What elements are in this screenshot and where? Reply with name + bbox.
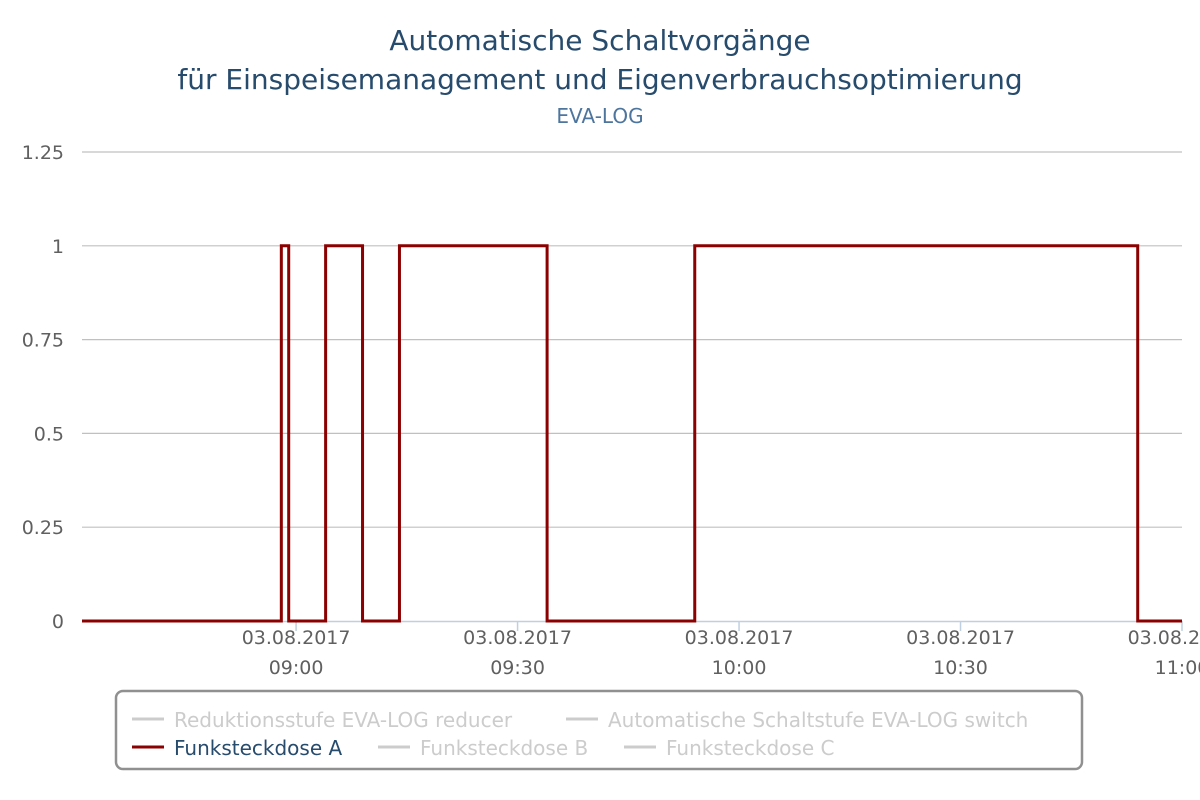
- legend-label: Automatische Schaltstufe EVA-LOG switch: [608, 708, 1028, 732]
- x-axis: 03.08.2017 09:00 03.08.2017 09:30 03.08.2017…: [82, 620, 1200, 679]
- legend-item-funksteckdose-a[interactable]: Funksteckdose A: [132, 736, 343, 760]
- legend-box: [114, 689, 1084, 771]
- x-tick-time: 09:00: [269, 657, 324, 679]
- y-tick-label: 0.75: [22, 330, 64, 352]
- y-tick-label: 1: [52, 236, 64, 258]
- legend-label: Funksteckdose A: [174, 736, 343, 760]
- x-tick-date: 03.08.2017: [242, 627, 351, 649]
- chart-title-line2: für Einspeisemanagement und Eigenverbrau…: [177, 63, 1022, 96]
- y-tick-label: 1.25: [22, 142, 64, 164]
- grid-lines: [82, 151, 1182, 528]
- x-tick-time: 10:00: [712, 657, 767, 679]
- x-tick-date: 03.08.2017: [906, 627, 1015, 649]
- chart-subtitle: EVA-LOG: [556, 104, 643, 128]
- legend-item-switch[interactable]: Automatische Schaltstufe EVA-LOG switch: [566, 708, 1028, 732]
- legend-label: Funksteckdose C: [666, 736, 834, 760]
- x-tick-date: 03.08.2017: [685, 627, 794, 649]
- y-tick-label: 0: [52, 611, 64, 633]
- y-axis-ticks: 0 0.25 0.5 0.75 1 1.25: [22, 142, 64, 633]
- y-tick-label: 0.25: [22, 517, 64, 539]
- series-line-funksteckdose-a: [82, 244, 1182, 623]
- legend-item-reducer[interactable]: Reduktionsstufe EVA-LOG reducer: [132, 708, 513, 732]
- legend-item-funksteckdose-c[interactable]: Funksteckdose C: [624, 736, 834, 760]
- y-tick-label: 0.5: [34, 423, 64, 445]
- legend-label: Funksteckdose B: [420, 736, 588, 760]
- legend-label: Reduktionsstufe EVA-LOG reducer: [174, 708, 513, 732]
- x-tick-time: 10:30: [933, 657, 988, 679]
- legend-item-funksteckdose-b[interactable]: Funksteckdose B: [378, 736, 588, 760]
- chart-title: Automatische Schaltvorgänge: [389, 24, 810, 57]
- x-tick-date: 03.08.2017: [1128, 627, 1200, 649]
- x-tick-date: 03.08.2017: [463, 627, 572, 649]
- x-tick-time: 09:30: [490, 657, 545, 679]
- x-tick-time: 11:00: [1155, 657, 1200, 679]
- legend: Reduktionsstufe EVA-LOG reducer Automati…: [114, 689, 1084, 771]
- series-layer: [82, 244, 1182, 623]
